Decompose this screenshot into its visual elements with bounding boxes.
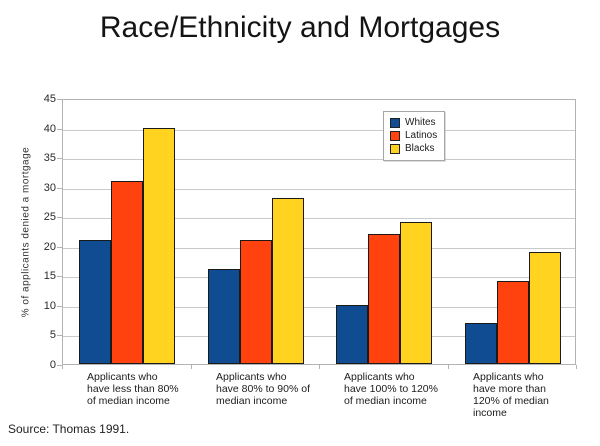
gridline: [63, 189, 575, 190]
gridline: [63, 218, 575, 219]
y-tick: [57, 188, 62, 189]
bar: [400, 222, 432, 364]
x-tick: [319, 365, 320, 369]
latinos-swatch-icon: [390, 131, 400, 141]
y-tick: [57, 158, 62, 159]
gridline: [63, 277, 575, 278]
legend-label: Blacks: [405, 143, 435, 154]
category-label: Applicants who have less than 80% of med…: [87, 371, 179, 407]
gridline: [63, 248, 575, 249]
bar: [529, 252, 561, 364]
y-tick: [57, 129, 62, 130]
gridline: [63, 307, 575, 308]
bar: [497, 281, 529, 364]
y-tick-label: 30: [43, 182, 56, 194]
bar: [143, 128, 175, 364]
x-tick: [448, 365, 449, 369]
y-tick-label: 25: [43, 211, 56, 223]
y-tick-label: 0: [49, 359, 56, 371]
bar: [272, 198, 304, 364]
y-tick-label: 35: [43, 152, 56, 164]
source-note: Source: Thomas 1991.: [8, 422, 130, 436]
bar: [368, 234, 400, 364]
y-tick: [57, 306, 62, 307]
y-tick: [57, 365, 62, 366]
x-tick: [62, 365, 63, 369]
legend-label: Whites: [405, 117, 436, 128]
x-tick: [191, 365, 192, 369]
category-label: Applicants who have 80% to 90% of median…: [216, 371, 310, 407]
bar: [111, 181, 143, 364]
gridline: [63, 336, 575, 337]
y-tick-label: 15: [43, 270, 56, 282]
whites-swatch-icon: [390, 118, 400, 128]
chart-title: Race/Ethnicity and Mortgages: [99, 11, 501, 44]
y-tick: [57, 99, 62, 100]
y-tick-label: 20: [43, 241, 56, 253]
y-axis-title: % of applicants denied a mortgage: [20, 146, 32, 318]
legend-item: Whites: [390, 117, 437, 129]
y-tick-label: 10: [43, 300, 56, 312]
bar: [240, 240, 272, 364]
gridline: [63, 130, 575, 131]
blacks-swatch-icon: [390, 144, 400, 154]
y-tick-label: 5: [49, 329, 56, 341]
plot-area: [62, 99, 576, 365]
y-tick-label: 40: [43, 123, 56, 135]
legend-item: Blacks: [390, 143, 437, 155]
legend-label: Latinos: [405, 130, 438, 141]
bar: [465, 323, 497, 364]
legend-item: Latinos: [390, 130, 437, 142]
bar: [336, 305, 368, 364]
category-label: Applicants who have 100% to 120% of medi…: [344, 371, 438, 407]
gridline: [63, 159, 575, 160]
y-tick: [57, 276, 62, 277]
y-tick: [57, 217, 62, 218]
x-tick: [576, 365, 577, 369]
bar: [79, 240, 111, 364]
bar: [208, 269, 240, 364]
y-tick: [57, 335, 62, 336]
y-tick-label: 45: [43, 93, 56, 105]
legend: Whites Latinos Blacks: [383, 111, 446, 161]
y-tick: [57, 247, 62, 248]
category-label: Applicants who have more than 120% of me…: [473, 371, 549, 419]
